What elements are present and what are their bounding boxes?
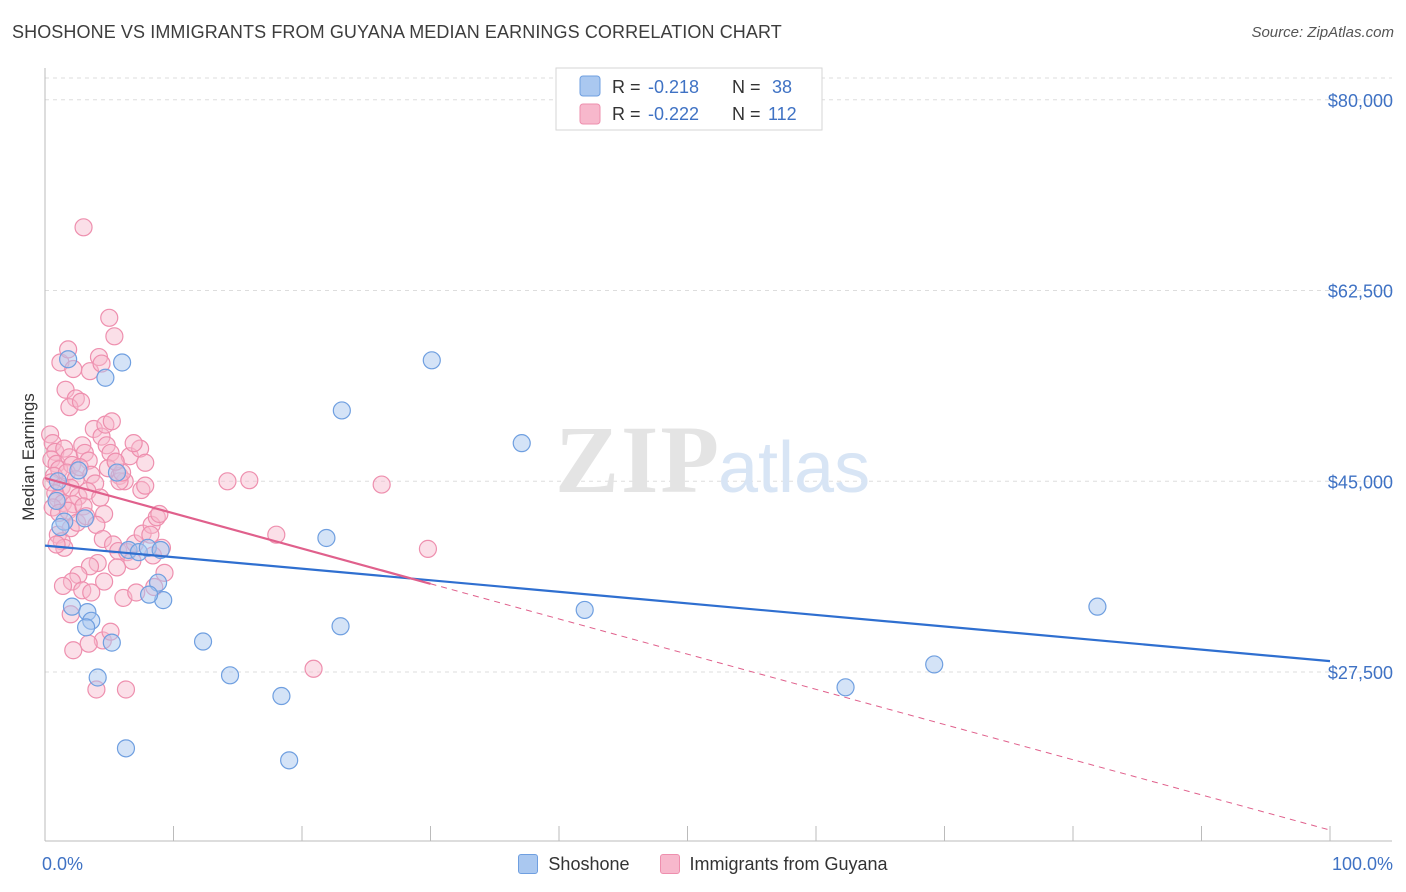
watermark-zip: ZIP	[555, 406, 721, 513]
data-point-shoshone	[62, 597, 82, 616]
watermark: ZIP atlas	[555, 406, 870, 513]
data-point-guyana	[124, 434, 143, 453]
data-point-guyana	[79, 634, 98, 653]
data-point-shoshone	[272, 686, 291, 706]
legend-bottom-label-shoshone: Shoshone	[548, 853, 630, 874]
data-point-shoshone	[925, 655, 944, 674]
data-point-shoshone	[280, 751, 299, 770]
y-axis-label: Median Earnings	[19, 393, 38, 521]
legend-r-value-guyana: -0.222	[648, 104, 699, 124]
data-point-shoshone	[107, 463, 127, 482]
data-point-shoshone	[69, 461, 88, 480]
data-point-guyana	[136, 453, 155, 472]
legend-r-value-shoshone: -0.218	[648, 77, 699, 97]
data-point-guyana	[92, 427, 111, 446]
data-point-shoshone	[59, 350, 78, 369]
data-point-guyana	[136, 476, 155, 495]
data-point-guyana	[100, 308, 119, 327]
data-point-shoshone	[512, 434, 531, 453]
data-point-guyana	[64, 641, 83, 660]
data-point-shoshone	[96, 368, 115, 387]
legend-top: R = -0.218 N = 38 R = -0.222 N = 112	[555, 67, 823, 131]
source-credit: Source: ZipAtlas.com	[1251, 24, 1394, 41]
legend-bottom-label-guyana: Immigrants from Guyana	[689, 853, 888, 874]
data-point-guyana	[84, 419, 103, 439]
legend-bottom: Shoshone Immigrants from Guyana	[0, 850, 1406, 878]
data-point-shoshone	[151, 540, 170, 560]
data-point-guyana	[218, 472, 237, 491]
data-point-shoshone	[1088, 597, 1107, 616]
data-point-guyana	[69, 565, 88, 585]
legend-bottom-swatch-guyana	[659, 854, 680, 874]
data-point-guyana	[74, 218, 93, 237]
data-point-shoshone	[88, 668, 107, 687]
legend-r-label-shoshone: R =	[612, 77, 641, 97]
legend-swatch-guyana	[579, 103, 601, 125]
data-point-guyana	[372, 475, 391, 494]
legend-swatch-shoshone	[579, 75, 601, 97]
trend-line-shoshone	[44, 544, 1331, 663]
data-point-shoshone	[193, 632, 213, 651]
data-point-shoshone	[836, 678, 855, 697]
data-point-shoshone	[51, 517, 70, 537]
data-point-shoshone	[220, 666, 240, 685]
axes: $80,000 $62,500 $45,000 $27,500 0.0% 100.0%	[42, 68, 1393, 874]
data-point-guyana	[71, 392, 91, 411]
data-point-guyana	[116, 680, 136, 699]
data-point-guyana	[95, 572, 114, 591]
data-point-guyana	[105, 327, 124, 346]
legend-bottom-item-shoshone: Shoshone	[518, 853, 630, 875]
data-point-shoshone	[317, 528, 336, 548]
data-point-guyana	[240, 471, 259, 490]
data-point-guyana	[304, 659, 323, 678]
data-point-guyana	[82, 583, 101, 602]
data-point-shoshone	[139, 585, 159, 604]
data-point-guyana	[267, 525, 286, 544]
y-tick-label: $80,000	[1328, 91, 1393, 111]
watermark-atlas: atlas	[718, 428, 870, 508]
y-tick-label: $62,500	[1328, 282, 1393, 302]
legend-n-label-shoshone: N =	[732, 77, 761, 97]
data-point-shoshone	[77, 618, 96, 637]
data-point-shoshone	[116, 739, 136, 758]
legend-bottom-item-guyana: Immigrants from Guyana	[659, 853, 888, 875]
y-tick-label: $27,500	[1328, 663, 1393, 683]
x-tick-label: 100.0%	[1332, 854, 1393, 874]
legend-n-value-guyana: 112	[768, 104, 797, 124]
trend-lines	[44, 476, 1331, 831]
data-point-shoshone	[47, 491, 66, 511]
chart-title: SHOSHONE VS IMMIGRANTS FROM GUYANA MEDIA…	[12, 22, 782, 42]
legend-r-label-guyana: R =	[612, 104, 641, 124]
legend-n-value-shoshone: 38	[772, 77, 792, 97]
data-point-shoshone	[102, 633, 121, 652]
data-point-shoshone	[331, 617, 350, 636]
data-point-guyana	[55, 439, 74, 458]
y-tick-label: $45,000	[1328, 472, 1393, 492]
trend-line-guyana-extrapolated	[430, 583, 1331, 831]
data-point-shoshone	[422, 351, 441, 370]
data-point-shoshone	[112, 353, 132, 372]
grid	[45, 77, 1392, 673]
legend-bottom-swatch-shoshone	[518, 854, 539, 874]
x-tick-label: 0.0%	[42, 854, 83, 874]
data-point-guyana	[102, 412, 121, 431]
data-point-shoshone	[575, 600, 594, 620]
data-point-guyana	[47, 535, 66, 554]
data-point-guyana	[93, 529, 112, 549]
data-point-shoshone	[75, 509, 94, 528]
trend-line-guyana	[44, 476, 431, 585]
data-point-shoshone	[332, 401, 351, 420]
data-point-guyana	[60, 398, 79, 417]
data-point-guyana	[53, 576, 73, 596]
data-point-guyana	[418, 539, 438, 558]
legend-n-label-guyana: N =	[732, 104, 761, 124]
data-point-guyana	[107, 558, 127, 577]
data-point-guyana	[101, 443, 120, 463]
